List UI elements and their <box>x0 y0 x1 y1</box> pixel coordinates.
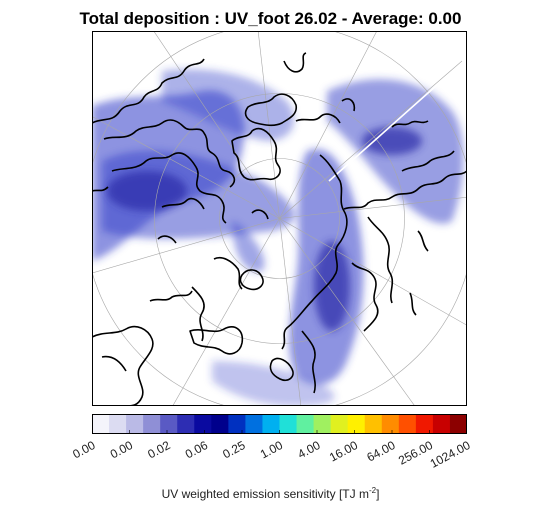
colorbar-cell <box>245 414 264 434</box>
coastlines <box>92 52 467 406</box>
colorbar-cell <box>143 414 161 434</box>
graticule <box>92 31 467 406</box>
colorbar-cell <box>194 414 212 434</box>
colorbar-label: UV weighted emission sensitivity [TJ m-2… <box>161 486 380 501</box>
colorbar-cell <box>330 414 349 434</box>
colorbar-tick-label: 16.00 <box>327 438 360 465</box>
colorbar-tick-label: 0.00 <box>108 438 135 461</box>
colorbar-cell <box>109 414 127 434</box>
dateline <box>328 60 465 182</box>
colorbar-cell <box>364 414 383 434</box>
colorbar-tick-marks <box>92 430 467 434</box>
colorbar-cell <box>313 414 332 434</box>
deposition-hotspots <box>107 127 422 331</box>
colorbar-cell <box>432 414 451 434</box>
colorbar-cell <box>160 414 178 434</box>
colorbar-cell <box>262 414 281 434</box>
colorbar <box>92 414 467 434</box>
colorbar-cell <box>126 414 144 434</box>
colorbar-cell <box>296 414 315 434</box>
colorbar-cell <box>381 414 400 434</box>
colorbar-tick-label: 4.00 <box>295 438 322 461</box>
colorbar-cell <box>398 414 417 434</box>
colorbar-tick-label: 0.00 <box>70 438 97 461</box>
colorbar-tick-label: 64.00 <box>364 438 397 465</box>
colorbar-tick-label: 0.02 <box>145 438 172 461</box>
colorbar-cell <box>177 414 195 434</box>
colorbar-tick-labels: 0.00 0.00 0.02 0.06 0.25 1.00 4.00 16.00 64.0025… <box>70 438 473 471</box>
plot-title: Total deposition : UV_foot 26.02 - Avera… <box>79 9 462 28</box>
colorbar-cell <box>279 414 298 434</box>
colorbar-tick-label: 1024.00 <box>428 438 473 471</box>
colorbar-gradient <box>92 414 467 434</box>
colorbar-cell <box>347 414 366 434</box>
colorbar-cell <box>211 414 229 434</box>
colorbar-tick-label: 1.00 <box>258 438 285 461</box>
colorbar-cell <box>449 414 467 434</box>
polar-map <box>92 31 467 406</box>
colorbar-cell <box>92 414 110 434</box>
colorbar-cell <box>228 414 247 434</box>
map-frame <box>92 31 467 406</box>
colorbar-cell <box>415 414 434 434</box>
colorbar-tick-label: 0.25 <box>220 438 247 461</box>
colorbar-tick-label: 0.06 <box>183 438 210 461</box>
